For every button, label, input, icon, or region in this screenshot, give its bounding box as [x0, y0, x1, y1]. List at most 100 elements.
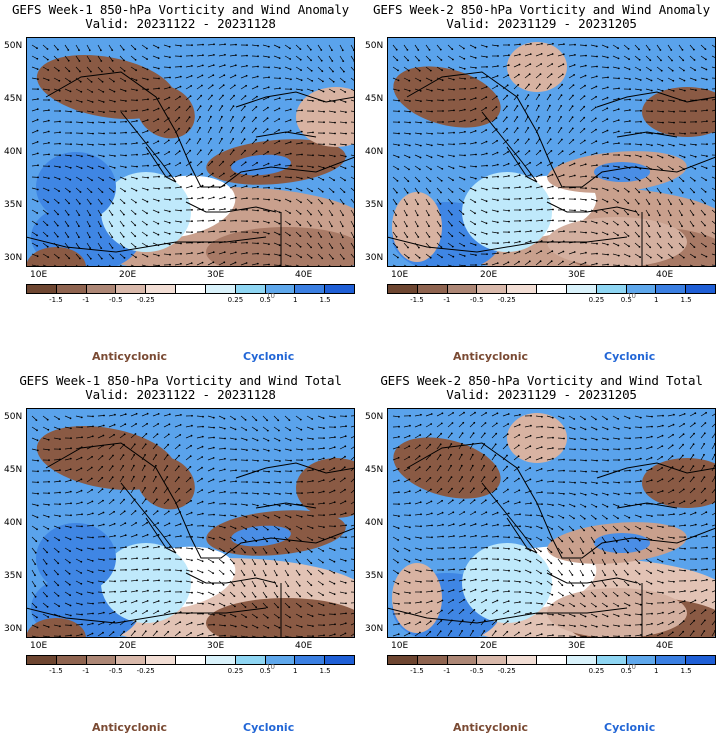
wind-vector-head — [639, 69, 642, 71]
wind-vector-head — [57, 595, 60, 597]
wind-vector-head — [91, 91, 94, 93]
wind-vector — [711, 98, 716, 101]
wind-vector-head — [278, 254, 281, 257]
wind-vector — [568, 241, 575, 244]
wind-vector — [108, 434, 115, 439]
wind-vector-head — [473, 421, 476, 424]
wind-vector-head — [243, 574, 246, 576]
wind-vector — [557, 503, 564, 507]
wind-vector-head — [212, 561, 215, 563]
wind-vector — [678, 55, 684, 61]
wind-vector — [152, 510, 158, 516]
wind-vector — [196, 105, 201, 112]
wind-vector-head — [474, 411, 476, 414]
wind-vector — [568, 261, 575, 266]
wind-vector — [590, 263, 597, 266]
wind-vector-head — [574, 198, 576, 201]
wind-vector-head — [617, 428, 620, 430]
wind-vector-head — [661, 538, 664, 540]
wind-vector-head — [300, 428, 303, 431]
wind-vector-head — [596, 242, 598, 245]
wind-vector-head — [212, 593, 215, 596]
colorbar-swatch — [507, 285, 538, 293]
wind-vector-head — [452, 511, 455, 514]
wind-vector — [425, 590, 432, 593]
wind-vector-head — [648, 225, 650, 228]
wind-vector — [645, 88, 652, 91]
wind-vector — [436, 231, 442, 237]
wind-vector — [656, 558, 663, 562]
wind-vector-head — [169, 198, 171, 201]
wind-vector-head — [136, 99, 138, 102]
wind-vector — [86, 264, 90, 267]
wind-vector-head — [312, 154, 314, 157]
wind-vector-head — [473, 487, 475, 490]
wind-vector-head — [429, 465, 431, 468]
wind-vector-head — [550, 551, 553, 553]
wind-vector — [317, 88, 324, 92]
wind-vector-head — [289, 528, 291, 531]
wind-vector-head — [529, 63, 532, 65]
wind-vector — [229, 105, 234, 112]
wind-vector-head — [431, 132, 433, 135]
wind-vector-head — [604, 552, 606, 555]
wind-vector — [185, 252, 192, 255]
wind-vector — [339, 44, 344, 51]
wind-vector-head — [442, 535, 444, 538]
wind-vector-head — [125, 579, 127, 582]
wind-vector-head — [563, 230, 565, 233]
wind-vector — [284, 176, 292, 178]
wind-vector — [601, 231, 608, 235]
wind-vector — [678, 231, 683, 238]
wind-vector-head — [528, 260, 531, 263]
wind-vector-head — [147, 88, 149, 91]
wind-vector — [306, 458, 314, 461]
wind-vector-head — [617, 67, 620, 70]
wind-vector — [251, 415, 257, 421]
wind-vector-head — [705, 245, 707, 248]
wind-vector-head — [156, 630, 158, 633]
wind-vector-head — [530, 197, 532, 200]
wind-vector — [141, 253, 148, 257]
wind-vector-head — [628, 68, 631, 71]
wind-vector-head — [255, 116, 257, 119]
wind-vector-head — [92, 132, 94, 135]
wind-vector-head — [157, 46, 160, 49]
wind-vector-head — [661, 424, 664, 427]
wind-vector-head — [562, 174, 565, 176]
wind-vector-head — [540, 539, 543, 541]
wind-vector-head — [323, 624, 325, 627]
wind-vector — [403, 187, 408, 194]
wind-vector — [317, 426, 324, 429]
wind-vector-head — [508, 580, 510, 582]
wind-vector-head — [312, 491, 314, 494]
wind-vector-head — [430, 423, 433, 425]
wind-vector — [64, 591, 71, 596]
wind-vector — [64, 66, 70, 72]
wind-vector-head — [572, 139, 575, 141]
wind-vector — [535, 209, 543, 211]
wind-vector-head — [341, 236, 344, 239]
wind-vector — [42, 55, 49, 60]
coastline — [45, 442, 355, 559]
wind-vector — [623, 591, 630, 596]
wind-vector-head — [277, 540, 279, 543]
wind-vector-head — [605, 529, 607, 532]
wind-vector-head — [180, 242, 182, 245]
wind-vector — [273, 55, 280, 59]
wind-vector-head — [451, 235, 454, 238]
wind-vector — [678, 165, 685, 170]
wind-vector-head — [47, 616, 50, 618]
wind-vector — [513, 186, 520, 189]
vorticity-map — [26, 408, 355, 638]
wind-vector — [53, 77, 60, 82]
wind-vector — [31, 459, 39, 462]
wind-vector-head — [692, 202, 695, 205]
wind-vector-head — [684, 590, 686, 592]
wind-vector — [339, 132, 347, 134]
wind-vector — [295, 569, 300, 576]
wind-vector — [546, 525, 553, 530]
wind-vector-head — [179, 95, 181, 98]
wind-vector-head — [684, 100, 686, 102]
wind-vector-head — [661, 156, 664, 159]
